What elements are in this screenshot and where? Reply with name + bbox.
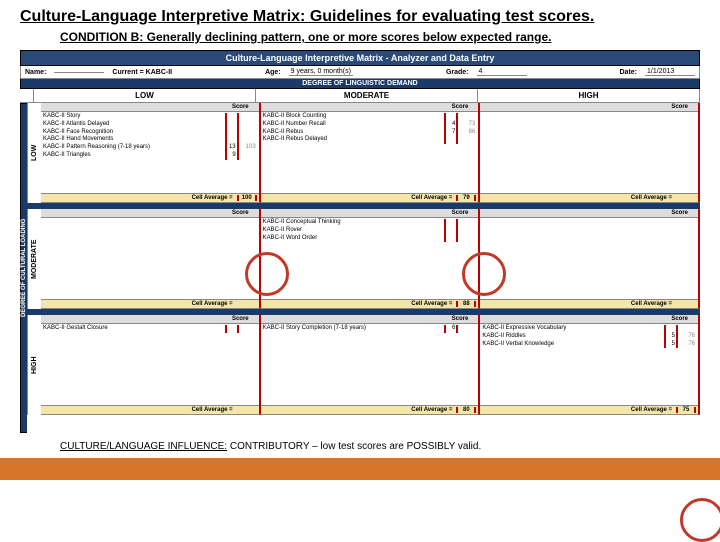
footer-rest: CONTRIBUTORY – low test scores are POSSI… xyxy=(227,441,481,452)
grade-label: Grade: xyxy=(446,69,469,76)
matrix-container: Culture-Language Interpretive Matrix - A… xyxy=(20,50,700,433)
cell-low-mod: ScoreKABC-II Block CountingKABC-II Numbe… xyxy=(261,103,481,203)
date-label: Date: xyxy=(620,69,638,76)
highlight-circle-3 xyxy=(680,498,720,542)
cell-low-low: ScoreKABC-II StoryKABC-II Atlantis Delay… xyxy=(41,103,261,203)
meta-row: Name: Current = KABC-II Age: 9 years, 0 … xyxy=(20,66,700,79)
page-title: Culture-Language Interpretive Matrix: Gu… xyxy=(0,0,720,30)
cell-mod-low: ScoreCell Average = xyxy=(41,209,261,309)
cell-high-high: ScoreKABC-II Expressive VocabularyKABC-I… xyxy=(480,315,700,415)
battery-label: Current = KABC-II xyxy=(112,69,172,76)
cell-high-mod: ScoreKABC-II Story Completion (7-18 year… xyxy=(261,315,481,415)
cell-low-high: ScoreCell Average = xyxy=(480,103,700,203)
column-headers: LOW MODERATE HIGH xyxy=(20,89,700,103)
linguistic-demand-header: DEGREE OF LINGUISTIC DEMAND xyxy=(20,79,700,89)
condition-subtitle: CONDITION B: Generally declining pattern… xyxy=(0,30,720,50)
row-low: LOW xyxy=(27,103,41,203)
age-value: 9 years, 0 month(s) xyxy=(289,68,353,76)
date-value: 1/1/2013 xyxy=(645,68,695,76)
name-label: Name: xyxy=(25,69,46,76)
col-high: HIGH xyxy=(478,89,700,103)
footer-note: CULTURE/LANGUAGE INFLUENCE: CONTRIBUTORY… xyxy=(0,433,720,458)
footer-lead: CULTURE/LANGUAGE INFLUENCE: xyxy=(60,441,227,452)
cell-mod-mod: ScoreKABC-II Conceptual ThinkingKABC-II … xyxy=(261,209,481,309)
matrix-banner: Culture-Language Interpretive Matrix - A… xyxy=(20,50,700,66)
row-mod: MODERATE xyxy=(27,209,41,309)
name-value xyxy=(54,72,104,73)
cultural-loading-header: DEGREE OF CULTURAL LOADING xyxy=(20,103,27,433)
grade-value: 4 xyxy=(477,68,527,76)
cell-mod-high: ScoreCell Average = xyxy=(480,209,700,309)
col-moderate: MODERATE xyxy=(256,89,478,103)
row-high: HIGH xyxy=(27,315,41,415)
orange-footer-bar xyxy=(0,458,720,480)
cell-high-low: ScoreKABC-II Gestalt ClosureCell Average… xyxy=(41,315,261,415)
col-low: LOW xyxy=(34,89,256,103)
age-label: Age: xyxy=(265,69,281,76)
